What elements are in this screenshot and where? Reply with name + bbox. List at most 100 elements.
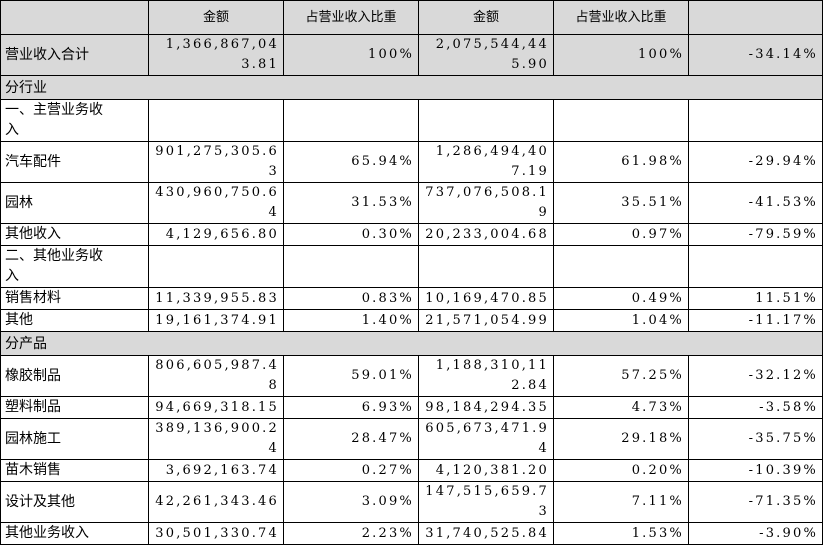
row-label: 一、主营业务收入 [0,99,149,142]
value-cell: 389,136,900.24 [148,418,284,460]
value-cell: 1.40% [283,309,419,332]
row-label-text: 橡胶制品 [5,367,61,384]
table-row: 二、其他业务收入 [0,245,823,288]
value-cell: 19,161,374.91 [148,309,284,332]
row-label-text: 其他业务收入 [5,525,89,541]
row-label-text: 其他收入 [5,226,61,242]
value-cell: 31,740,525.84 [418,522,554,545]
value-cell: 94,669,318.15 [148,396,284,419]
row-label: 塑料制品 [0,396,149,419]
value-cell: 147,515,659.73 [418,481,554,523]
header-cell [688,0,823,35]
header-row: 金额 占营业收入比重 金额 占营业收入比重 [0,0,823,35]
header-cell: 金额 [418,0,554,35]
row-label: 园林 [0,182,149,224]
value-cell: -79.59% [688,223,823,246]
value-cell: -11.17% [688,309,823,332]
header-cell: 占营业收入比重 [553,0,689,35]
section-cell: 分产品 [0,331,823,356]
value-cell: 3,692,163.74 [148,459,284,482]
value-cell: 1,286,494,407.19 [418,141,554,183]
value-cell: 0.27% [283,459,419,482]
table-row: 销售材料 11,339,955.83 0.83% 10,169,470.85 0.49%… [0,287,823,310]
row-label-text: 汽车配件 [5,153,61,170]
table-row: 设计及其他 42,261,343.46 3.09% 147,515,659.73 7.1… [0,481,823,523]
value-cell: 1,188,310,112.84 [418,355,554,397]
row-label-text: 二、其他业务收入 [5,248,103,284]
row-label-text: 销售材料 [5,290,61,306]
value-cell: 28.47% [283,418,419,460]
value-cell: 10,169,470.85 [418,287,554,310]
table-row: 一、主营业务收入 [0,99,823,142]
row-label-text: 园林施工 [5,430,61,447]
value-cell: -41.53% [688,182,823,224]
value-cell: 42,261,343.46 [148,481,284,523]
value-cell: 1,366,867,043.81 [148,34,284,76]
value-cell: 4.73% [553,396,689,419]
empty-cell [283,245,419,288]
row-label: 其他业务收入 [0,522,149,545]
row-label: 二、其他业务收入 [0,245,149,288]
value-cell: -32.12% [688,355,823,397]
header-cell: 金额 [148,0,284,35]
table-row: 塑料制品 94,669,318.15 6.93% 98,184,294.35 4.73%… [0,396,823,419]
row-label-text: 设计及其他 [5,493,75,510]
value-cell: 4,129,656.80 [148,223,284,246]
value-cell: 98,184,294.35 [418,396,554,419]
value-cell: 31.53% [283,182,419,224]
row-label: 汽车配件 [0,141,149,183]
empty-cell [553,99,689,142]
value-cell: 61.98% [553,141,689,183]
value-cell: 806,605,987.48 [148,355,284,397]
value-cell: 0.30% [283,223,419,246]
table-body: 营业收入合计 1,366,867,043.81 100% 2,075,544,445.… [0,34,823,545]
table-row: 其他业务收入 30,501,330.74 2.23% 31,740,525.84 1.5… [0,522,823,545]
value-cell: -29.94% [688,141,823,183]
table-row: 分产品 [0,331,823,356]
table-row: 分行业 [0,75,823,100]
value-cell: 0.49% [553,287,689,310]
empty-cell [688,99,823,142]
row-label-text: 园林 [5,194,33,211]
row-label-text: 苗木销售 [5,462,61,478]
value-cell: 6.93% [283,396,419,419]
value-cell: -35.75% [688,418,823,460]
value-cell: 100% [553,34,689,76]
row-label: 销售材料 [0,287,149,310]
value-cell: 30,501,330.74 [148,522,284,545]
row-label-text: 一、主营业务收入 [5,102,103,138]
empty-cell [148,99,284,142]
value-cell: 4,120,381.20 [418,459,554,482]
row-label: 其他收入 [0,223,149,246]
value-cell: -34.14% [688,34,823,76]
value-cell: 20,233,004.68 [418,223,554,246]
value-cell: 2,075,544,445.90 [418,34,554,76]
value-cell: 59.01% [283,355,419,397]
table-row: 其他 19,161,374.91 1.40% 21,571,054.99 1.04% -1… [0,309,823,332]
value-cell: 29.18% [553,418,689,460]
value-cell: -3.58% [688,396,823,419]
empty-cell [418,245,554,288]
empty-cell [283,99,419,142]
value-cell: 65.94% [283,141,419,183]
value-cell: 1.53% [553,522,689,545]
value-cell: 3.09% [283,481,419,523]
row-label: 园林施工 [0,418,149,460]
row-label: 其他 [0,309,149,332]
row-label-text: 营业收入合计 [5,46,89,63]
section-cell: 分行业 [0,75,823,100]
row-label: 苗木销售 [0,459,149,482]
row-label-text: 塑料制品 [5,399,61,415]
table-row: 园林施工 389,136,900.24 28.47% 605,673,471.94 29… [0,418,823,460]
value-cell: 1.04% [553,309,689,332]
row-label-text: 其他 [5,312,33,328]
row-label: 设计及其他 [0,481,149,523]
value-cell: 11,339,955.83 [148,287,284,310]
table-row: 汽车配件 901,275,305.63 65.94% 1,286,494,407.19… [0,141,823,183]
value-cell: 2.23% [283,522,419,545]
table-row: 橡胶制品 806,605,987.48 59.01% 1,188,310,112.84… [0,355,823,397]
value-cell: 7.11% [553,481,689,523]
empty-cell [148,245,284,288]
value-cell: 0.97% [553,223,689,246]
